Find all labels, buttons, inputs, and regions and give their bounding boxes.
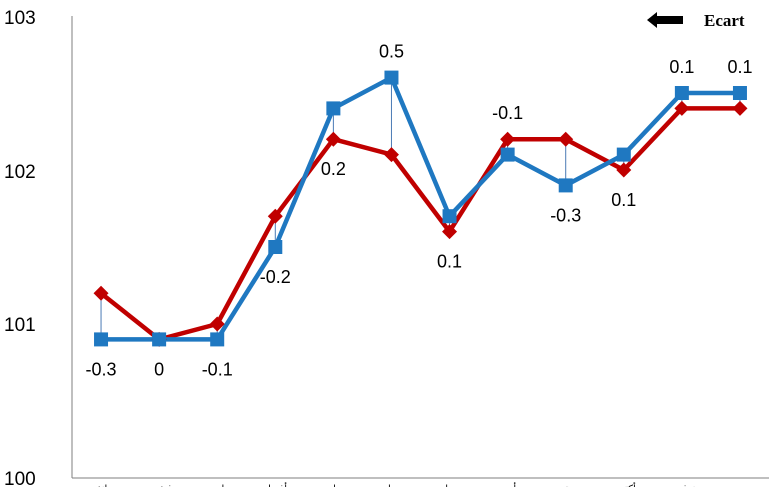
square-marker xyxy=(558,178,573,193)
square-marker xyxy=(210,332,225,347)
data-label: 0.1 xyxy=(669,57,694,77)
data-labels: -0.3 0 -0.1 -0.2 0.2 0.5 0.1 -0.1 -0.3 0.1 0.1 0.1 xyxy=(86,42,753,380)
diamond-marker xyxy=(267,208,283,224)
diamond-marker xyxy=(500,131,516,147)
data-label: -0.3 xyxy=(86,359,117,379)
diamond-marker xyxy=(674,100,690,116)
data-label: 0.1 xyxy=(437,252,462,272)
x-tick-labels: جانفي فيفري مارس أفريل ماي جوان جويلية أوت سبتمب… xyxy=(88,482,755,487)
x-tick-label: نوفمبر xyxy=(667,484,695,487)
diamond-marker xyxy=(325,131,341,147)
x-tick-label: جانفي xyxy=(88,484,113,487)
data-label: 0.1 xyxy=(727,57,752,77)
square-marker xyxy=(326,101,341,116)
diamond-marker xyxy=(558,131,574,147)
series-line-1 xyxy=(99,106,740,342)
x-tick-label: ديسمبر xyxy=(724,484,755,487)
x-tick-label: أوت xyxy=(499,482,516,487)
square-marker xyxy=(152,332,167,347)
y-tick-label: 100 xyxy=(4,469,36,487)
data-label: 0 xyxy=(154,359,164,379)
series-line-2 xyxy=(101,75,740,342)
x-tick-label: فيفري xyxy=(146,484,172,487)
diamond-marker xyxy=(209,316,225,332)
data-label: -0.1 xyxy=(202,359,233,379)
square-marker xyxy=(94,332,109,347)
data-label: 0.2 xyxy=(321,159,346,179)
diamond-marker xyxy=(732,100,748,116)
diamond-marker xyxy=(383,147,399,163)
legend: Ecart xyxy=(647,11,745,30)
square-marker xyxy=(442,209,457,224)
data-label: -0.1 xyxy=(492,103,523,123)
legend-label: Ecart xyxy=(704,11,745,30)
square-marker xyxy=(616,147,631,162)
square-marker xyxy=(268,240,283,254)
x-tick-label: جويلية xyxy=(437,484,463,487)
square-marker xyxy=(732,86,747,100)
left-arrow-icon xyxy=(647,12,683,28)
markers xyxy=(93,70,748,347)
x-tick-label: جوان xyxy=(381,484,402,487)
diamond-marker xyxy=(616,162,632,178)
x-tick-label: ماي xyxy=(325,484,341,487)
diamond-marker xyxy=(442,224,458,240)
ecart-lines xyxy=(100,77,741,340)
square-marker xyxy=(500,147,515,162)
x-tick-label: أكتوبر xyxy=(611,482,636,487)
data-label: 0.1 xyxy=(611,190,636,210)
data-label: -0.2 xyxy=(260,267,291,287)
data-label: 0.5 xyxy=(379,42,404,62)
y-tick-label: 103 xyxy=(4,8,36,29)
diamond-marker xyxy=(93,285,109,301)
x-tick-label: مارس xyxy=(204,484,229,487)
y-tick-label: 102 xyxy=(4,162,36,183)
x-tick-label: أفريل xyxy=(264,482,288,487)
series-lines xyxy=(99,75,740,342)
x-tick-label: سبتمبر xyxy=(550,484,580,487)
data-label: -0.3 xyxy=(550,205,581,225)
square-marker xyxy=(384,70,399,85)
square-marker xyxy=(674,86,689,100)
y-tick-label: 101 xyxy=(4,315,36,336)
